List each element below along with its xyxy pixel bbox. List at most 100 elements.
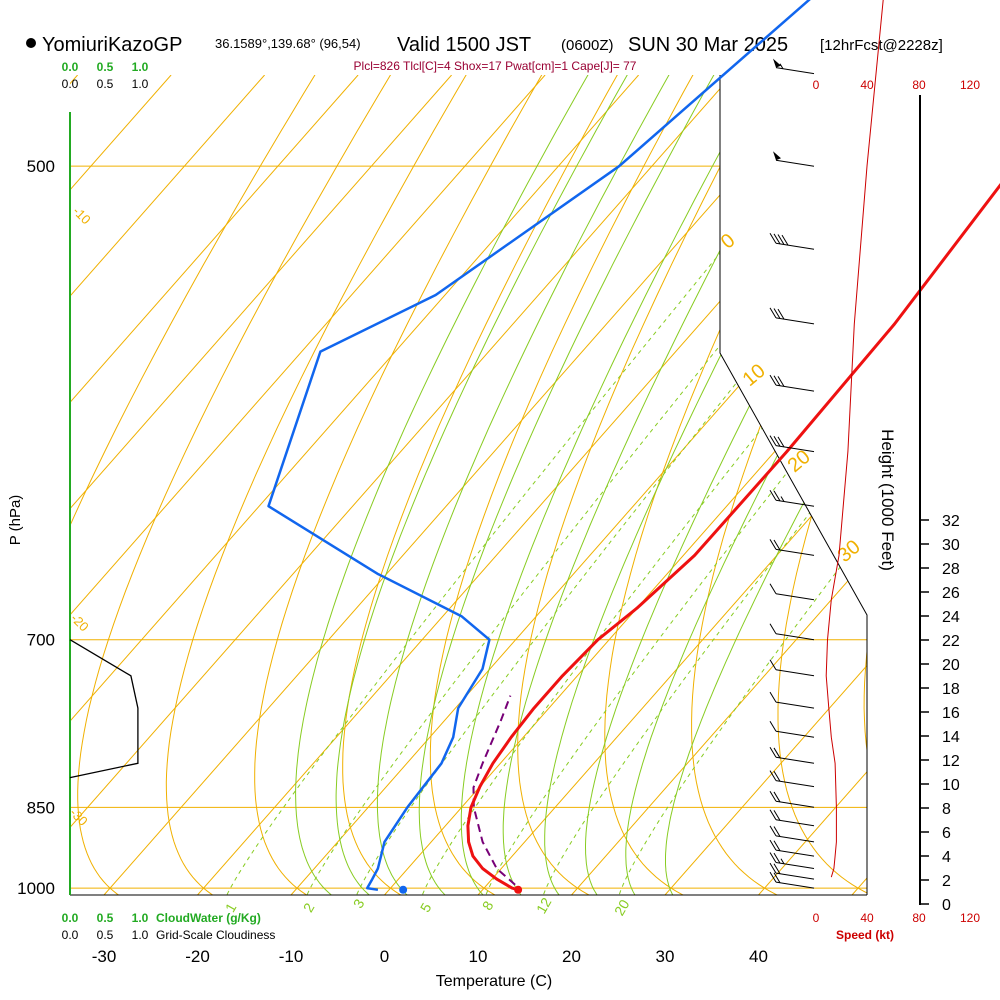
wind-barb-full <box>773 747 781 759</box>
mixing-ratio-label: 3 <box>350 896 368 911</box>
dry-adiabat-line <box>342 75 867 895</box>
isotherm-line <box>70 75 78 895</box>
wind-barb-shaft <box>775 872 815 880</box>
wind-barb-full <box>777 436 785 448</box>
isotherm-line <box>197 75 867 895</box>
wind-barb-shaft <box>775 548 815 556</box>
isotherm-line <box>477 75 867 895</box>
wind-barb-full <box>769 791 777 802</box>
cloudiness-tick-top: 0.0 <box>62 77 79 91</box>
speed-tick-top: 40 <box>860 78 874 92</box>
cloudiness-profile-line <box>69 639 139 779</box>
wind-barb-full <box>773 810 781 821</box>
isotherm-line <box>384 75 867 895</box>
isotherm-line <box>290 75 867 895</box>
moist-adiabat-line <box>585 75 867 895</box>
wind-barb <box>769 659 815 677</box>
temperature-tick-label: 10 <box>469 947 488 966</box>
temperature-tick-label: -20 <box>185 947 210 966</box>
wind-barb-shaft <box>775 593 815 601</box>
wind-barb-shaft <box>775 835 815 843</box>
wind-barb-half <box>780 858 785 865</box>
wind-barb-full <box>769 489 777 501</box>
wind-barb-full <box>773 308 781 319</box>
wind-barb-full <box>769 862 777 874</box>
valid-time: Valid 1500 JST <box>397 34 531 56</box>
mixing-ratio-line <box>419 75 867 895</box>
wind-barb-full <box>777 308 785 320</box>
cloudiness-tick-top: 0.5 <box>97 77 114 91</box>
speed-tick-bottom: 80 <box>912 911 926 925</box>
isotherm-line <box>70 75 546 895</box>
dry-adiabat-label: 10 <box>739 360 770 391</box>
wind-barb-flag <box>773 58 781 68</box>
wind-barb-shaft <box>775 317 815 325</box>
moist-adiabat-line <box>335 75 867 895</box>
cloud-water-tick-bottom: 0.5 <box>97 911 114 925</box>
moist-adiabat-line <box>418 75 867 895</box>
wind-barb-full <box>769 770 777 781</box>
dry-adiabat-line <box>777 75 867 895</box>
wind-barb-full <box>773 233 781 245</box>
cloudiness-tick-bottom: 0.0 <box>62 928 79 942</box>
height-tick-label: 30 <box>942 537 960 554</box>
wind-barb-full <box>769 623 777 634</box>
isotherm-line <box>70 75 639 895</box>
mixing-ratio-line <box>483 75 867 895</box>
speed-tick-bottom: 120 <box>960 911 980 925</box>
isotherm-line <box>851 75 867 895</box>
wind-barb-shaft <box>775 701 815 709</box>
temperature-tick-label: 20 <box>562 947 581 966</box>
height-tick-label: 8 <box>942 801 951 818</box>
wind-barb <box>769 374 815 392</box>
height-tick-label: 16 <box>942 705 960 722</box>
wind-barb <box>769 691 815 709</box>
temperature-tick-label: 40 <box>749 947 768 966</box>
wind-barb-full <box>769 852 777 863</box>
cloud-water-tick-top: 1.0 <box>132 60 149 74</box>
wind-barb <box>769 435 815 453</box>
speed-tick-top: 80 <box>912 78 926 92</box>
wind-barb <box>769 747 815 764</box>
wind-barb-shaft <box>775 862 815 869</box>
wind-barb-shaft <box>775 669 815 677</box>
surface-dewpoint-dot <box>399 885 408 894</box>
wind-barb-full <box>769 659 777 671</box>
speed-tick-bottom: 0 <box>813 911 820 925</box>
wind-barb-full <box>769 435 777 446</box>
wind-barb <box>769 839 815 857</box>
station-coords: 36.1589°,139.68° (96,54) <box>215 36 361 51</box>
temperature-profile-line <box>466 183 1000 892</box>
cloud-water-tick-bottom: 1.0 <box>132 911 149 925</box>
header-area: YomiuriKazoGP 36.1589°,139.68° (96,54) V… <box>26 34 943 73</box>
cloud-water-tick-top: 0.0 <box>62 60 79 74</box>
wind-barb-shaft <box>775 445 815 453</box>
isotherm-line <box>571 75 867 895</box>
speed-tick-top: 120 <box>960 78 980 92</box>
wind-barb <box>769 862 815 880</box>
wind-barb-full <box>773 375 781 386</box>
mixing-ratio-line <box>616 75 867 895</box>
pressure-tick-label: 700 <box>27 631 55 650</box>
dry-adiabat-line <box>70 75 867 895</box>
moist-adiabat-line <box>502 75 867 895</box>
wind-barb <box>769 770 815 788</box>
isotherm-label: -10 <box>70 203 94 227</box>
wind-barb-shaft <box>775 67 815 75</box>
mixing-ratio-line <box>223 75 867 895</box>
cloudiness-tick-top: 1.0 <box>132 77 149 91</box>
pressure-tick-label: 850 <box>27 798 55 817</box>
isotherm-line <box>70 75 265 895</box>
height-tick-label: 2 <box>942 873 951 890</box>
wind-barb-full <box>773 872 781 883</box>
wind-barb <box>769 307 815 325</box>
wind-barb-half <box>779 63 784 69</box>
cloudiness-tick-bottom: 0.5 <box>97 928 114 942</box>
wind-barb-shaft <box>775 633 815 641</box>
wind-barb-full <box>769 747 777 758</box>
pressure-axis-label: P (hPa) <box>7 495 24 546</box>
wind-barb <box>769 825 815 843</box>
valid-zulu: (0600Z) <box>561 37 614 54</box>
height-tick-label: 14 <box>942 729 960 746</box>
